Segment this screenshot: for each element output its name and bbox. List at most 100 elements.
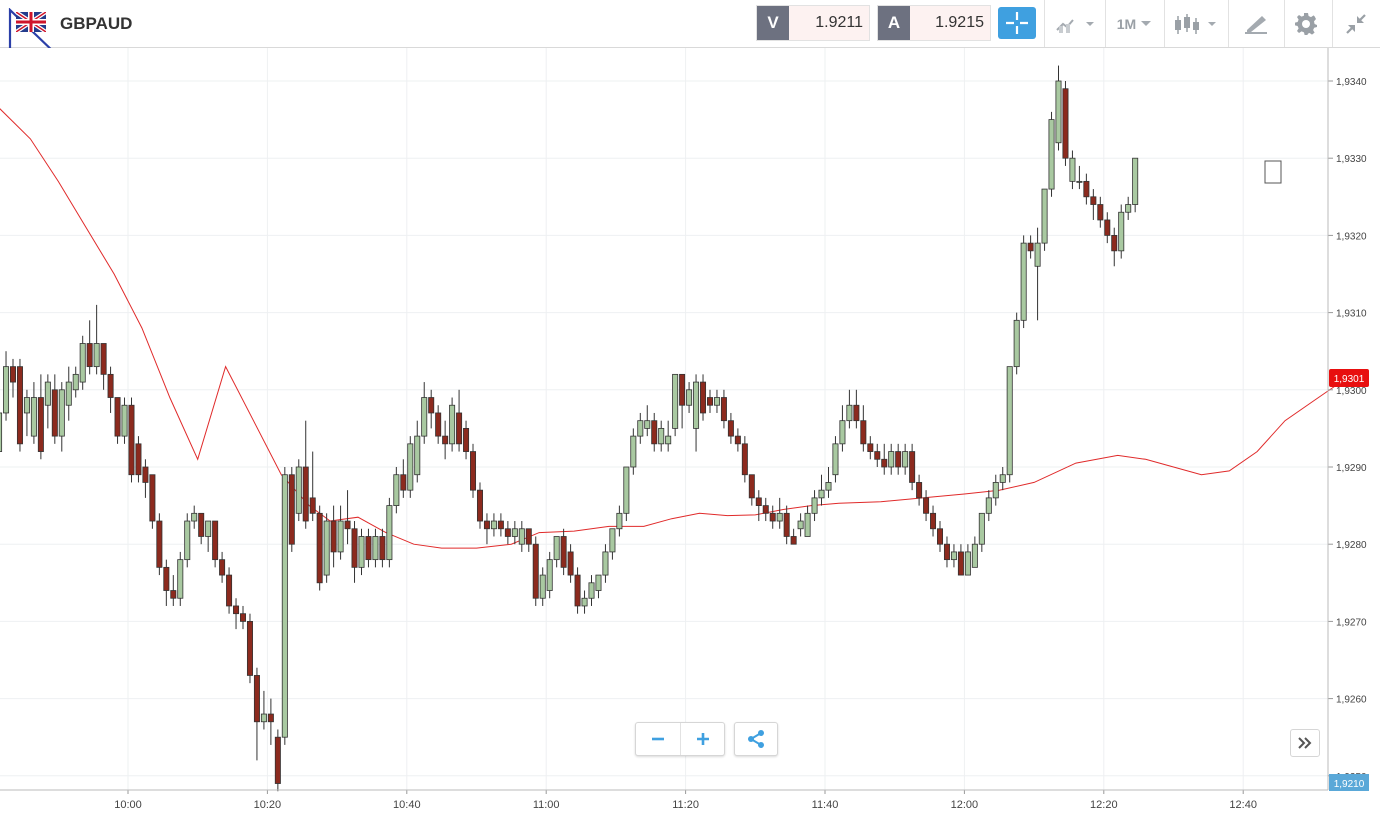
candle-body — [177, 559, 184, 599]
candle-body — [1069, 157, 1076, 182]
candle-body — [309, 497, 316, 514]
candle-body — [776, 512, 783, 522]
x-tick-label: 10:00 — [114, 799, 142, 811]
candle-body — [881, 458, 888, 468]
bearish-candle — [748, 474, 755, 506]
candle-body — [860, 420, 867, 445]
candle-body — [595, 574, 602, 591]
bearish-candle — [930, 505, 937, 537]
candle-body — [623, 466, 630, 514]
bullish-candle — [964, 544, 971, 576]
candle-body — [358, 536, 365, 568]
candle-body — [588, 582, 595, 599]
bullish-candle — [713, 389, 720, 413]
candle-body — [651, 420, 658, 445]
candle-body — [769, 512, 776, 522]
candle-body — [909, 451, 916, 483]
bearish-candle — [288, 467, 295, 552]
drawing-tools-button[interactable] — [1231, 0, 1281, 47]
bearish-candle — [428, 389, 435, 429]
bullish-candle — [776, 497, 783, 529]
candle-body — [128, 404, 135, 476]
bullish-candle — [902, 443, 909, 475]
bearish-candle — [51, 374, 58, 444]
candle-body — [713, 397, 720, 406]
bullish-candle — [1041, 188, 1048, 251]
timeframe-dropdown[interactable]: 1M — [1108, 0, 1162, 47]
bearish-candle — [525, 528, 532, 552]
bullish-candle — [839, 405, 846, 452]
bullish-candle — [386, 497, 393, 568]
collapse-button[interactable] — [1335, 0, 1377, 47]
candle-body — [560, 536, 567, 568]
buy-quote-button[interactable]: A 1.9215 — [877, 5, 991, 41]
candle-body — [428, 397, 435, 414]
candle-body — [1083, 180, 1090, 198]
candle-body — [895, 451, 902, 468]
candle-body — [672, 373, 679, 429]
bearish-candle — [895, 443, 902, 475]
current-candle-marker — [1264, 160, 1282, 184]
candle-body — [163, 566, 170, 591]
price-chart[interactable]: 1,9340 1,9330 1,9320 1,9310 1,9300 1,9290 1,92… — [0, 48, 1380, 820]
bearish-candle — [497, 513, 504, 537]
candle-body — [274, 736, 281, 784]
settings-button[interactable] — [1286, 0, 1326, 47]
crosshair-button[interactable] — [998, 7, 1036, 39]
uk-flag-icon — [16, 12, 46, 32]
bearish-candle — [574, 567, 581, 614]
zoom-out-button[interactable] — [636, 723, 680, 755]
candle-body — [727, 420, 734, 437]
bullish-candle — [372, 528, 379, 568]
candle-body — [497, 520, 504, 530]
candle-body — [602, 551, 609, 576]
bullish-candle — [323, 513, 330, 583]
bullish-candle — [602, 544, 609, 583]
bearish-candle — [483, 513, 490, 545]
candle-body — [755, 497, 762, 507]
candle-body — [65, 381, 72, 406]
candle-body — [630, 435, 637, 468]
candle-body — [748, 474, 755, 499]
candle-body — [581, 597, 588, 607]
bearish-candle — [86, 320, 93, 375]
candle-body — [943, 543, 950, 561]
bearish-candle — [532, 536, 539, 606]
candle-body — [874, 451, 881, 460]
candle-body — [1027, 242, 1034, 252]
bullish-candle — [595, 574, 602, 599]
candle-body — [93, 343, 100, 368]
candle-body — [1055, 80, 1062, 144]
candle-body — [9, 366, 16, 383]
scroll-to-latest-button[interactable] — [1290, 729, 1320, 757]
zoom-in-button[interactable] — [680, 723, 724, 755]
candle-body — [0, 412, 3, 452]
candle-body — [281, 474, 288, 738]
bullish-candle — [1118, 204, 1125, 259]
bearish-candle — [379, 528, 386, 568]
toolbar-divider — [1044, 0, 1045, 47]
candle-body — [797, 520, 804, 530]
candle-body — [51, 389, 58, 437]
candle-body — [463, 427, 470, 452]
bullish-candle — [581, 590, 588, 614]
sell-quote-button[interactable]: V 1.9211 — [756, 5, 870, 41]
candle-body — [923, 497, 930, 514]
bearish-candle — [700, 374, 707, 421]
candle-body — [323, 520, 330, 576]
toolbar-divider — [1284, 0, 1285, 47]
bearish-candle — [937, 521, 944, 552]
bullish-candle — [93, 304, 100, 375]
candle-body — [226, 574, 233, 607]
candle-body — [135, 443, 142, 476]
low-price-tag: 1,9210 — [1329, 774, 1369, 791]
bullish-candle — [393, 467, 400, 514]
bearish-candle — [163, 559, 170, 606]
chart-type-button[interactable] — [1048, 0, 1102, 47]
candles-button[interactable] — [1167, 0, 1225, 47]
candle-body — [37, 397, 44, 452]
candle-body — [156, 520, 163, 568]
share-button[interactable] — [734, 722, 778, 756]
bearish-candle — [456, 389, 463, 452]
